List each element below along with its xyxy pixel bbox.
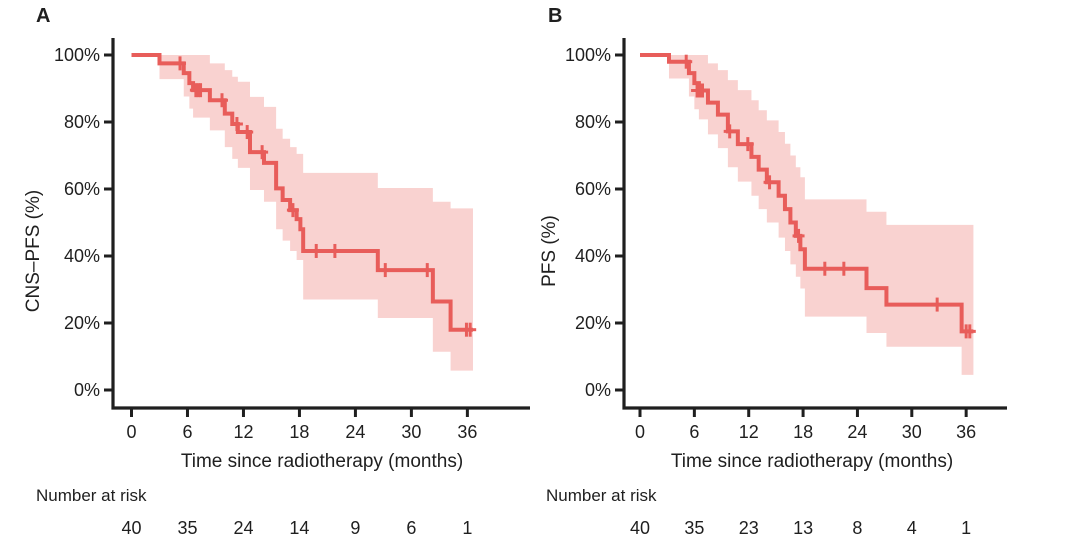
- x-tick-label: 24: [345, 422, 365, 442]
- y-tick-label: 40%: [64, 246, 100, 266]
- y-tick-label: 60%: [64, 179, 100, 199]
- y-tick-label: 0%: [74, 380, 100, 400]
- risk-count: 8: [852, 518, 863, 538]
- risk-count: 24: [233, 518, 254, 538]
- y-tick-label: 40%: [575, 246, 611, 266]
- confidence-band: [668, 55, 974, 375]
- x-tick-label: 0: [126, 422, 136, 442]
- y-axis-label-b: PFS (%): [539, 215, 560, 287]
- risk-count: 35: [684, 518, 705, 538]
- km-chart-pfs: 0% 20% 40% 60% 80% 100% 0 6 12 18 24 30 36: [565, 38, 1007, 442]
- y-tick-label: 60%: [575, 179, 611, 199]
- panel-letter-b: B: [548, 5, 563, 27]
- risk-count: 4: [906, 518, 917, 538]
- y-tick-label: 80%: [64, 112, 100, 132]
- risk-count: 23: [738, 518, 759, 538]
- y-tick-label: 100%: [565, 45, 611, 65]
- x-tick-label: 6: [689, 422, 699, 442]
- risk-count: 1: [462, 518, 473, 538]
- y-tick-label: 100%: [54, 45, 100, 65]
- risk-count: 6: [406, 518, 417, 538]
- risk-count: 14: [289, 518, 310, 538]
- x-tick-label: 36: [457, 422, 477, 442]
- x-tick-label: 24: [847, 422, 867, 442]
- risk-count: 9: [350, 518, 361, 538]
- x-tick-label: 0: [635, 422, 645, 442]
- y-tick-label: 80%: [575, 112, 611, 132]
- x-tick-label: 12: [739, 422, 759, 442]
- axes: [111, 38, 530, 410]
- risk-count: 40: [121, 518, 142, 538]
- x-axis-label-a: Time since radiotherapy (months): [180, 451, 464, 472]
- number-at-risk-label-a: Number at risk: [36, 486, 147, 505]
- survival-curve: [640, 53, 974, 334]
- axes: [622, 38, 1007, 410]
- x-tick-label: 30: [902, 422, 922, 442]
- x-tick-label: 36: [956, 422, 976, 442]
- risk-count: 13: [793, 518, 814, 538]
- risk-count: 35: [177, 518, 198, 538]
- km-chart-cns-pfs: 0% 20% 40% 60% 80% 100% 0 6 12 18 24 30 36: [54, 38, 530, 442]
- panel-cns-pfs: A 0% 20% 40% 60% 80% 100% 0 6 12 18 24 30 36 CNS–PFS…: [23, 5, 530, 538]
- y-axis-label-a: CNS–PFS (%): [23, 189, 44, 313]
- x-tick-label: 30: [401, 422, 421, 442]
- risk-count: 40: [629, 518, 651, 538]
- y-tick-label: 0%: [585, 380, 611, 400]
- number-at-risk-label-b: Number at risk: [546, 486, 657, 505]
- panel-letter-a: A: [36, 5, 51, 27]
- x-tick-label: 6: [182, 422, 192, 442]
- risk-count: 1: [961, 518, 972, 538]
- panel-pfs: B 0% 20% 40% 60% 80% 100% 0 6 12 18 24 30 36 PFS (%)…: [539, 0, 1080, 551]
- y-tick-label: 20%: [64, 313, 100, 333]
- confidence-band: [159, 55, 473, 371]
- y-tick-label: 20%: [575, 313, 611, 333]
- x-tick-label: 12: [233, 422, 253, 442]
- x-tick-label: 18: [793, 422, 813, 442]
- x-tick-label: 18: [289, 422, 309, 442]
- x-axis-label-b: Time since radiotherapy (months): [670, 451, 954, 472]
